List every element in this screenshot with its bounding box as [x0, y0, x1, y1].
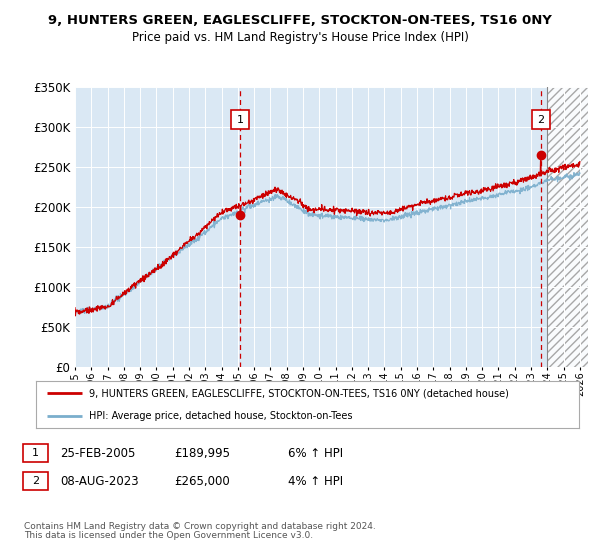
Text: HPI: Average price, detached house, Stockton-on-Tees: HPI: Average price, detached house, Stoc…: [89, 411, 353, 421]
FancyBboxPatch shape: [232, 110, 249, 129]
Bar: [547, 87, 588, 367]
FancyBboxPatch shape: [532, 110, 550, 129]
Text: 9, HUNTERS GREEN, EAGLESCLIFFE, STOCKTON-ON-TEES, TS16 0NY (detached house): 9, HUNTERS GREEN, EAGLESCLIFFE, STOCKTON…: [89, 388, 509, 398]
Text: 1: 1: [237, 115, 244, 125]
Text: 6% ↑ HPI: 6% ↑ HPI: [288, 446, 343, 460]
Text: 9, HUNTERS GREEN, EAGLESCLIFFE, STOCKTON-ON-TEES, TS16 0NY: 9, HUNTERS GREEN, EAGLESCLIFFE, STOCKTON…: [48, 14, 552, 27]
Text: 2: 2: [537, 115, 544, 125]
Text: 1: 1: [32, 448, 39, 458]
Text: 2: 2: [32, 476, 39, 486]
Text: 08-AUG-2023: 08-AUG-2023: [60, 474, 139, 488]
Text: £265,000: £265,000: [174, 474, 230, 488]
Text: 25-FEB-2005: 25-FEB-2005: [60, 446, 136, 460]
Text: Contains HM Land Registry data © Crown copyright and database right 2024.: Contains HM Land Registry data © Crown c…: [24, 522, 376, 531]
Text: This data is licensed under the Open Government Licence v3.0.: This data is licensed under the Open Gov…: [24, 531, 313, 540]
Text: £189,995: £189,995: [174, 446, 230, 460]
Text: Price paid vs. HM Land Registry's House Price Index (HPI): Price paid vs. HM Land Registry's House …: [131, 31, 469, 44]
Text: 4% ↑ HPI: 4% ↑ HPI: [288, 474, 343, 488]
